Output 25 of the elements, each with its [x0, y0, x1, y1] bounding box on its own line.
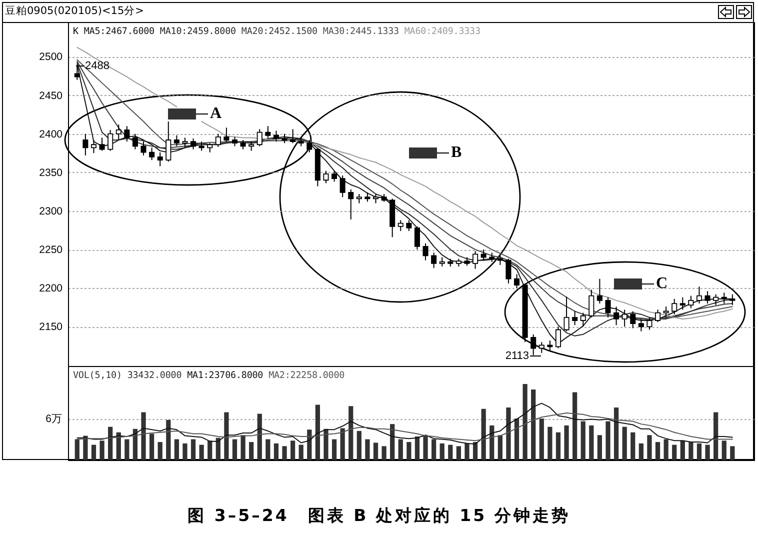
y-tick-label: 2350 — [39, 166, 63, 179]
annotation: 2113 — [505, 350, 529, 362]
text: VOL(5,10) 33432.0000 — [73, 370, 182, 381]
y-tick-label: 2200 — [39, 282, 63, 295]
text: MA20:2452.1500 — [241, 26, 318, 37]
text: MA60:2409.3333 — [404, 26, 480, 37]
y-tick-label: 2450 — [39, 90, 63, 102]
annotation: B — [451, 144, 462, 161]
chart-title: 豆粕0905(020105)<15分> — [5, 4, 144, 18]
y-tick-label: 6万 — [46, 413, 62, 426]
y-tick-label: 2150 — [39, 321, 63, 334]
y-tick-label: 2250 — [39, 244, 63, 256]
y-tick-label: 2300 — [39, 205, 63, 218]
y-tick-label: 2500 — [39, 51, 63, 64]
annotation: C — [656, 275, 668, 292]
text: MA1:23706.8000 — [187, 370, 264, 381]
text: MA5:2467.6000 — [84, 26, 154, 37]
text: MA30:2445.1333 — [322, 26, 399, 37]
legend-title: K — [73, 26, 78, 37]
y-tick-label: 2400 — [39, 128, 63, 140]
text: MA2:22258.0000 — [268, 370, 345, 381]
annotation: 2488 — [85, 60, 110, 72]
caption: 图 3–5–24 图表 B 处对应的 15 分钟走势 — [188, 506, 570, 525]
annotation: A — [210, 105, 222, 122]
text: MA10:2459.8000 — [160, 26, 236, 37]
